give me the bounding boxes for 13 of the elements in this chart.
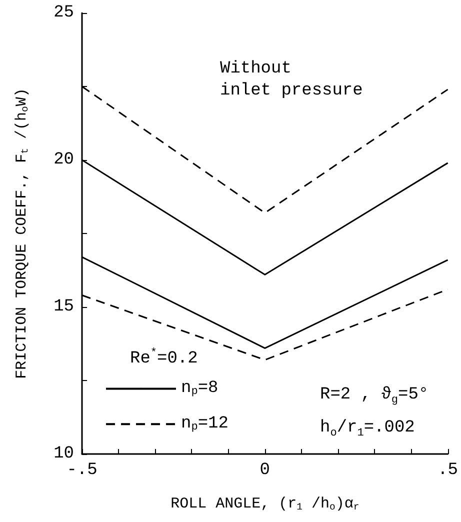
legend-label: np=8 <box>181 379 218 398</box>
y-tick-label: 15 <box>54 298 74 316</box>
y-tick-label: 20 <box>54 150 74 170</box>
x-axis-title: ROLL ANGLE, (r1 /ho)αr <box>170 496 360 512</box>
y-tick-label: 25 <box>54 4 74 22</box>
x-tick-label: .5 <box>438 461 458 480</box>
y-axis-title: FRICTION TORQUE COEFF., Ft /(hoW) <box>14 88 30 379</box>
y-tick-label: 10 <box>54 444 74 464</box>
annotation: Re*=0.2 <box>130 348 198 368</box>
annotation: Without inlet pressure <box>220 60 363 100</box>
legend-label: np=12 <box>181 414 228 434</box>
x-tick-label: -.5 <box>66 461 98 480</box>
x-tick-label: 0 <box>260 461 270 480</box>
